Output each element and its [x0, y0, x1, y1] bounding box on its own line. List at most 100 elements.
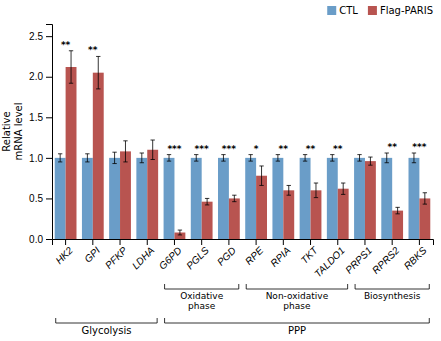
x-tick-label: PFKP [103, 244, 129, 270]
bracket-line [165, 284, 239, 289]
bar [136, 158, 147, 239]
legend-label: Flag-PARIS [380, 5, 433, 16]
x-tick-label: PRPS1 [343, 245, 374, 276]
legend-item: Flag-PARIS [368, 5, 433, 16]
x-tick: RPIA [268, 239, 293, 269]
error-bar [287, 185, 291, 195]
bar [272, 158, 283, 239]
error-bar [314, 183, 318, 198]
y-tick-mark [46, 117, 52, 118]
bar [164, 158, 175, 239]
bracket-label: Oxidativephase [180, 291, 223, 311]
legend-item: CTL [327, 5, 358, 16]
error-bar [303, 155, 307, 161]
error-bar [194, 155, 198, 161]
error-bar [368, 157, 372, 165]
legend-swatch [368, 6, 377, 15]
error-bar [357, 155, 361, 161]
error-bar [341, 183, 345, 194]
bar [229, 198, 240, 239]
x-tick-label: PGLS [184, 244, 211, 271]
y-axis-line [46, 25, 53, 240]
bracket-line [246, 284, 347, 289]
bar [381, 158, 392, 239]
x-axis: HK2GPIPFKPLDHAG6PDPGLSPGDRPERPIATKTTALDO… [53, 239, 434, 279]
x-tick-label: LDHA [130, 244, 157, 271]
error-bar [276, 155, 280, 161]
y-tick-mark [46, 36, 52, 37]
bracket: Non-oxidativephase [246, 284, 347, 311]
y-tick: 0.0 [29, 234, 52, 245]
plot-area: 0.00.51.01.52.02.5HK2GPIPFKPLDHAG6PDPGLS… [1, 5, 434, 336]
bar [93, 73, 104, 239]
y-axis-title: RelativemRNA level [1, 103, 24, 161]
x-tick-mark [228, 239, 229, 245]
y-tick: 1.5 [29, 112, 52, 123]
bracket-line [355, 284, 429, 289]
bracket-label: Non-oxidativephase [266, 291, 329, 311]
x-tick-label: RPRS2 [370, 244, 402, 276]
bar [202, 202, 213, 239]
significance-marker: ** [387, 142, 397, 152]
bracket-line [165, 318, 430, 323]
y-tick-label: 1.5 [29, 112, 43, 123]
x-tick-mark [310, 239, 311, 245]
significance-marker: ** [88, 45, 98, 55]
bar-series [66, 51, 431, 239]
bar-series [55, 152, 420, 239]
x-axis-line [53, 240, 434, 246]
x-tick: RPRS2 [370, 239, 402, 276]
error-bar [221, 155, 225, 161]
bracket: PPP [165, 318, 430, 336]
error-bar [232, 195, 236, 201]
legend-swatch [327, 6, 336, 15]
x-tick: TALDO1 [312, 239, 347, 279]
x-tick-label: TKT [299, 244, 321, 266]
y-tick: 2.5 [29, 31, 52, 42]
error-bar [167, 155, 171, 161]
y-tick-label: 0.5 [29, 193, 43, 204]
x-tick-label: HK2 [53, 244, 75, 266]
x-tick-mark [337, 239, 338, 245]
significance-marker: *** [167, 144, 181, 154]
significance-marker: *** [222, 144, 236, 154]
x-tick-mark [65, 239, 66, 245]
x-tick-mark [120, 239, 121, 245]
legend-label: CTL [339, 5, 358, 16]
bar [365, 161, 376, 239]
x-tick-label: RPE [243, 244, 266, 267]
bar [419, 198, 430, 239]
x-tick-label: RBKS [402, 244, 429, 271]
x-tick-mark [92, 239, 93, 245]
x-tick-mark [201, 239, 202, 245]
y-tick-label: 2.5 [29, 31, 43, 42]
x-tick-label: RPIA [268, 244, 293, 269]
error-bar [96, 56, 100, 88]
y-tick-mark [46, 158, 52, 159]
x-tick-label: GPI [82, 245, 102, 265]
x-tick: PFKP [103, 239, 129, 271]
x-tick: TKT [299, 239, 321, 266]
y-tick-mark [46, 77, 52, 78]
x-tick: RPE [243, 239, 266, 267]
legend: CTL Flag-PARIS [327, 5, 433, 16]
x-tick-mark [256, 239, 257, 245]
x-tick-label: TALDO1 [312, 245, 347, 280]
significance-marker: ** [306, 144, 316, 154]
bracket: Oxidativephase [165, 284, 239, 311]
significance-marker: ** [61, 40, 71, 50]
bar [283, 190, 294, 239]
error-bar [123, 141, 127, 162]
significance-marker: *** [412, 142, 426, 152]
x-tick: PGLS [184, 239, 211, 271]
y-tick: 0.5 [29, 193, 52, 204]
x-tick: LDHA [130, 239, 157, 271]
error-bar [423, 193, 427, 204]
bracket: Glycolysis [56, 318, 157, 336]
x-tick: GPI [82, 239, 102, 265]
bar [327, 158, 338, 239]
error-bar [395, 207, 399, 213]
x-tick: PGD [215, 239, 238, 268]
bracket-label: Biosynthesis [364, 291, 421, 301]
significance-marker: ** [333, 144, 343, 154]
